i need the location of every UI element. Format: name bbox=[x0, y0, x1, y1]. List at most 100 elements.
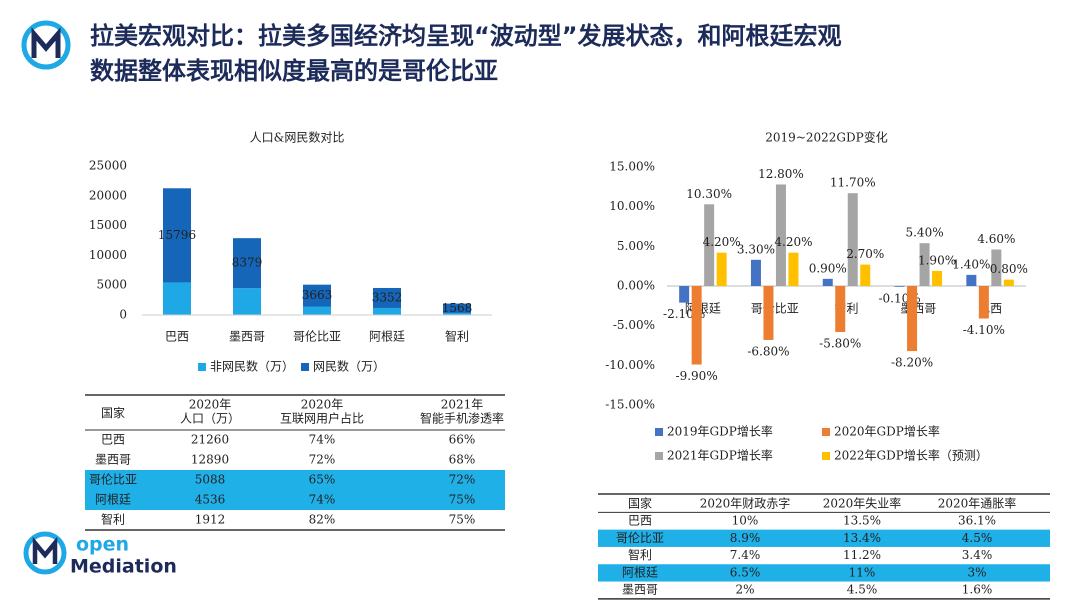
legend-swatch bbox=[655, 428, 663, 436]
table-cell: 72% bbox=[309, 453, 336, 467]
title-line: 数据整体表现相似度最高的是哥伦比亚 bbox=[90, 57, 498, 85]
y-tick-label: -15.00% bbox=[605, 398, 655, 412]
legend-label: 2019年GDP增长率 bbox=[667, 424, 773, 439]
table-cell: 7.4% bbox=[730, 548, 761, 562]
logo-m bbox=[31, 27, 61, 58]
table-cell: 智利 bbox=[101, 512, 125, 527]
bar bbox=[894, 286, 905, 287]
data-label: 3.30% bbox=[737, 242, 775, 256]
table-cell: 2% bbox=[735, 583, 754, 597]
table-cell: 66% bbox=[449, 433, 476, 447]
data-label: 5.40% bbox=[905, 226, 943, 240]
bar-segment bbox=[443, 312, 471, 315]
data-label: 1.40% bbox=[952, 257, 990, 271]
logo-m bbox=[32, 536, 58, 564]
data-label: 8379 bbox=[232, 256, 263, 270]
table-cell: 75% bbox=[449, 493, 476, 507]
legend-label: 2021年GDP增长率 bbox=[667, 448, 773, 463]
y-tick-label: 15000 bbox=[89, 218, 127, 232]
bar bbox=[679, 286, 690, 303]
legend-label: 2022年GDP增长率（预测） bbox=[834, 448, 988, 463]
data-label: 3352 bbox=[372, 290, 403, 304]
bar bbox=[1003, 279, 1014, 286]
bar-segment bbox=[163, 282, 191, 315]
data-label: 2.70% bbox=[846, 247, 884, 261]
data-label: 3663 bbox=[302, 288, 333, 302]
table-cell: 哥伦比亚 bbox=[89, 472, 137, 487]
bar-segment bbox=[303, 284, 331, 307]
data-label: 15796 bbox=[158, 228, 196, 242]
bar bbox=[775, 184, 786, 286]
bar bbox=[966, 274, 977, 286]
y-tick-label: 25000 bbox=[89, 159, 127, 173]
legend-swatch bbox=[198, 363, 206, 371]
legend-swatch bbox=[822, 428, 830, 436]
y-tick-label: 15.00% bbox=[609, 160, 655, 174]
table-header: 2020年 bbox=[189, 398, 232, 412]
table-cell: 11% bbox=[849, 565, 876, 579]
bar-segment bbox=[373, 287, 401, 308]
table-cell: 68% bbox=[449, 453, 476, 467]
data-label: 1.90% bbox=[918, 253, 956, 267]
table-cell: 4.5% bbox=[962, 531, 993, 545]
data-label: 4.20% bbox=[703, 235, 741, 249]
x-tick-label: 墨西哥 bbox=[229, 330, 265, 344]
table-cell: 1912 bbox=[195, 513, 226, 527]
y-tick-label: 10.00% bbox=[609, 199, 655, 213]
bar-segment bbox=[373, 307, 401, 315]
legend-label: 网民数（万） bbox=[313, 359, 385, 374]
chart-title: 人口&网民数对比 bbox=[250, 130, 345, 145]
table-cell: 5088 bbox=[195, 473, 226, 487]
table-header: 国家 bbox=[628, 496, 652, 511]
table-cell: 74% bbox=[309, 433, 336, 447]
table-cell: 72% bbox=[449, 473, 476, 487]
table-cell: 12890 bbox=[191, 453, 229, 467]
data-label: 0.80% bbox=[990, 262, 1028, 276]
data-label: -5.80% bbox=[819, 337, 861, 351]
bar-segment bbox=[443, 303, 471, 313]
y-tick-label: 10000 bbox=[89, 248, 127, 262]
table-header: 互联网用户占比 bbox=[280, 411, 364, 426]
x-tick-label: 巴西 bbox=[165, 330, 189, 344]
table-header: 智能手机渗透率 bbox=[420, 411, 504, 426]
bar bbox=[763, 286, 774, 340]
table-cell: 阿根廷 bbox=[95, 493, 131, 507]
table-cell: 75% bbox=[449, 513, 476, 527]
logo-text: open bbox=[76, 534, 129, 556]
row-highlight bbox=[598, 564, 1050, 582]
x-tick-label: 阿根廷 bbox=[369, 330, 405, 344]
table-header: 国家 bbox=[101, 405, 125, 420]
x-tick-label: 哥伦比亚 bbox=[751, 301, 799, 316]
bar-segment bbox=[233, 288, 261, 315]
y-tick-label: 5.00% bbox=[617, 239, 655, 253]
legend-swatch bbox=[822, 452, 830, 460]
table-cell: 65% bbox=[309, 473, 336, 487]
data-label: 11.70% bbox=[830, 176, 876, 190]
table-header: 2020年失业率 bbox=[823, 496, 902, 511]
bar bbox=[907, 286, 918, 352]
bottom-logo: open Mediation bbox=[23, 531, 177, 578]
top-logo bbox=[21, 20, 71, 70]
legend-swatch bbox=[301, 363, 309, 371]
bar bbox=[716, 252, 727, 286]
row-highlight bbox=[85, 470, 505, 490]
legend-label: 非网民数（万） bbox=[210, 359, 294, 374]
data-label: -4.10% bbox=[963, 323, 1005, 337]
row-highlight bbox=[85, 490, 505, 510]
table-cell: 智利 bbox=[628, 547, 652, 562]
data-label: 4.60% bbox=[977, 232, 1015, 246]
logo-text: Mediation bbox=[70, 556, 177, 578]
bar bbox=[860, 264, 871, 286]
bar bbox=[835, 286, 846, 333]
y-tick-label: 20000 bbox=[89, 188, 127, 202]
data-label: 1568 bbox=[442, 301, 473, 315]
bar bbox=[932, 270, 943, 286]
table-cell: 哥伦比亚 bbox=[616, 530, 664, 545]
table-cell: 11.2% bbox=[843, 548, 881, 562]
table-cell: 6.5% bbox=[730, 565, 761, 579]
bar-segment bbox=[163, 188, 191, 283]
table-header: 2020年 bbox=[301, 398, 344, 412]
table-cell: 4.5% bbox=[847, 583, 878, 597]
bar bbox=[919, 243, 930, 286]
